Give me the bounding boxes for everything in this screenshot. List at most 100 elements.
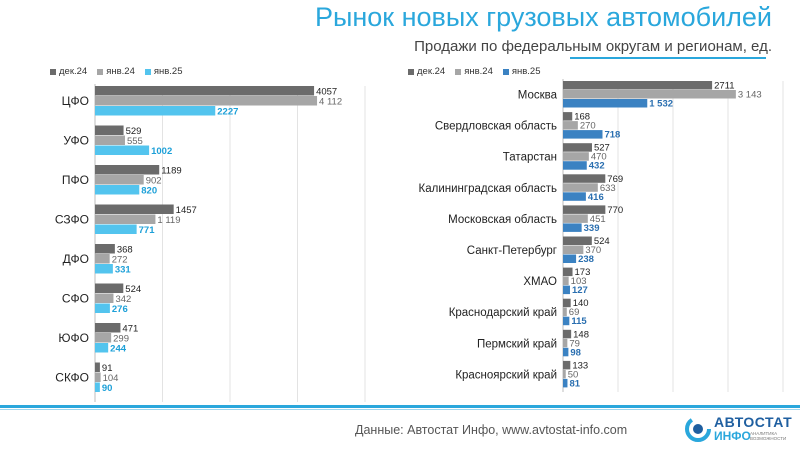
bar-янв.24 — [95, 214, 156, 224]
data-label: 820 — [141, 186, 157, 197]
bar-янв.24 — [563, 369, 566, 379]
bar-янв.24 — [95, 333, 112, 343]
data-label: 771 — [139, 225, 156, 236]
data-label: 168 — [574, 112, 590, 123]
bar-янв.24 — [95, 175, 144, 185]
footer-divider — [0, 405, 800, 408]
bar-янв.24 — [95, 372, 101, 382]
bar-янв.24 — [95, 96, 318, 106]
bar-янв.24 — [563, 338, 568, 348]
bar-янв.24 — [563, 121, 578, 130]
bar-дек.24 — [563, 174, 606, 183]
data-label: 173 — [575, 267, 591, 278]
bar-янв.25 — [563, 192, 586, 201]
data-label: 470 — [591, 152, 607, 163]
data-label: 133 — [572, 360, 588, 371]
category-label: СФО — [62, 292, 89, 306]
bar-янв.25 — [563, 316, 570, 326]
category-label: ДФО — [63, 252, 89, 266]
data-label: 127 — [572, 285, 588, 296]
bar-янв.25 — [95, 224, 137, 234]
data-label: 148 — [573, 329, 589, 340]
bar-дек.24 — [95, 204, 174, 214]
data-label: 299 — [113, 334, 129, 345]
bar-дек.24 — [563, 205, 606, 214]
data-label: 1002 — [151, 146, 172, 157]
data-label: 524 — [125, 284, 141, 295]
bar-янв.24 — [95, 254, 110, 264]
bar-янв.25 — [563, 223, 582, 232]
legend-right: дек.24 янв.24 янв.25 — [408, 66, 551, 77]
data-label: 50 — [568, 369, 579, 380]
logo-text-avtostat: АВТОСТАТ — [714, 414, 793, 430]
data-label: 769 — [607, 174, 623, 185]
bar-янв.24 — [563, 183, 598, 192]
data-label: 471 — [122, 324, 138, 335]
bar-янв.25 — [95, 343, 109, 353]
data-label: 115 — [571, 316, 587, 327]
data-label: 1 532 — [649, 99, 673, 110]
bar-янв.24 — [563, 245, 584, 254]
category-label: Свердловская область — [435, 121, 557, 133]
category-label: Московская область — [448, 214, 557, 226]
data-label: 4 112 — [319, 97, 342, 108]
logo-tagline: АНАЛИТИКА ВОЗМОЖНОСТИ — [750, 431, 787, 441]
data-label: 527 — [594, 143, 610, 154]
subtitle-underline — [570, 57, 766, 59]
data-label: 244 — [110, 344, 127, 355]
bar-янв.25 — [95, 145, 150, 155]
bar-дек.24 — [563, 329, 572, 339]
logo-mark-icon — [685, 416, 711, 442]
data-label: 633 — [600, 183, 616, 194]
data-label: 90 — [102, 383, 113, 394]
data-label: 370 — [585, 245, 601, 256]
data-label: 718 — [604, 130, 620, 141]
legend-item-jan24: янв.24 — [97, 66, 135, 77]
bar-дек.24 — [563, 298, 571, 308]
bar-янв.25 — [563, 161, 587, 170]
footer-divider-thin — [0, 409, 800, 410]
data-label: 4057 — [316, 87, 337, 98]
data-label: 555 — [127, 136, 143, 147]
logo-text-info: ИНФО — [714, 429, 751, 443]
data-label: 276 — [112, 304, 128, 315]
data-label: 524 — [594, 236, 610, 247]
data-label: 416 — [588, 192, 604, 203]
data-label: 529 — [126, 126, 142, 137]
bar-дек.24 — [95, 283, 124, 293]
category-label: Краснодарский край — [449, 307, 557, 319]
bar-янв.24 — [563, 276, 569, 286]
data-label: 81 — [569, 378, 580, 389]
category-label: ПФО — [62, 173, 89, 187]
data-label: 331 — [115, 265, 132, 276]
data-label: 2227 — [217, 107, 238, 118]
bar-дек.24 — [95, 323, 121, 333]
bar-янв.25 — [563, 378, 568, 388]
data-label: 79 — [569, 338, 580, 349]
data-label: 140 — [573, 298, 589, 309]
source-note: Данные: Автостат Инфо, www.avtostat-info… — [355, 423, 628, 437]
chart-regions: Москва 2711 3 143 1 532 Свердловская область… — [419, 79, 784, 392]
bar-янв.25 — [563, 254, 577, 263]
bar-янв.25 — [95, 303, 110, 313]
data-label: 1 119 — [157, 215, 180, 226]
category-label: ЮФО — [58, 331, 89, 345]
bar-дек.24 — [563, 267, 573, 277]
legend-item-jan25: янв.25 — [144, 66, 183, 77]
bar-янв.25 — [563, 285, 570, 295]
bar-янв.25 — [95, 185, 140, 195]
bar-дек.24 — [95, 362, 100, 372]
bar-янв.25 — [563, 347, 569, 357]
data-label: 270 — [580, 121, 596, 132]
bar-янв.25 — [563, 99, 648, 108]
data-label: 1189 — [161, 166, 181, 177]
data-label: 1457 — [176, 205, 197, 216]
bar-дек.24 — [563, 236, 592, 245]
legend-item-jan25: янв.25 — [502, 66, 541, 77]
bar-янв.24 — [95, 293, 114, 303]
bar-янв.24 — [563, 152, 589, 161]
data-label: 368 — [117, 245, 133, 256]
bar-янв.24 — [563, 90, 736, 99]
bar-янв.25 — [95, 264, 113, 274]
